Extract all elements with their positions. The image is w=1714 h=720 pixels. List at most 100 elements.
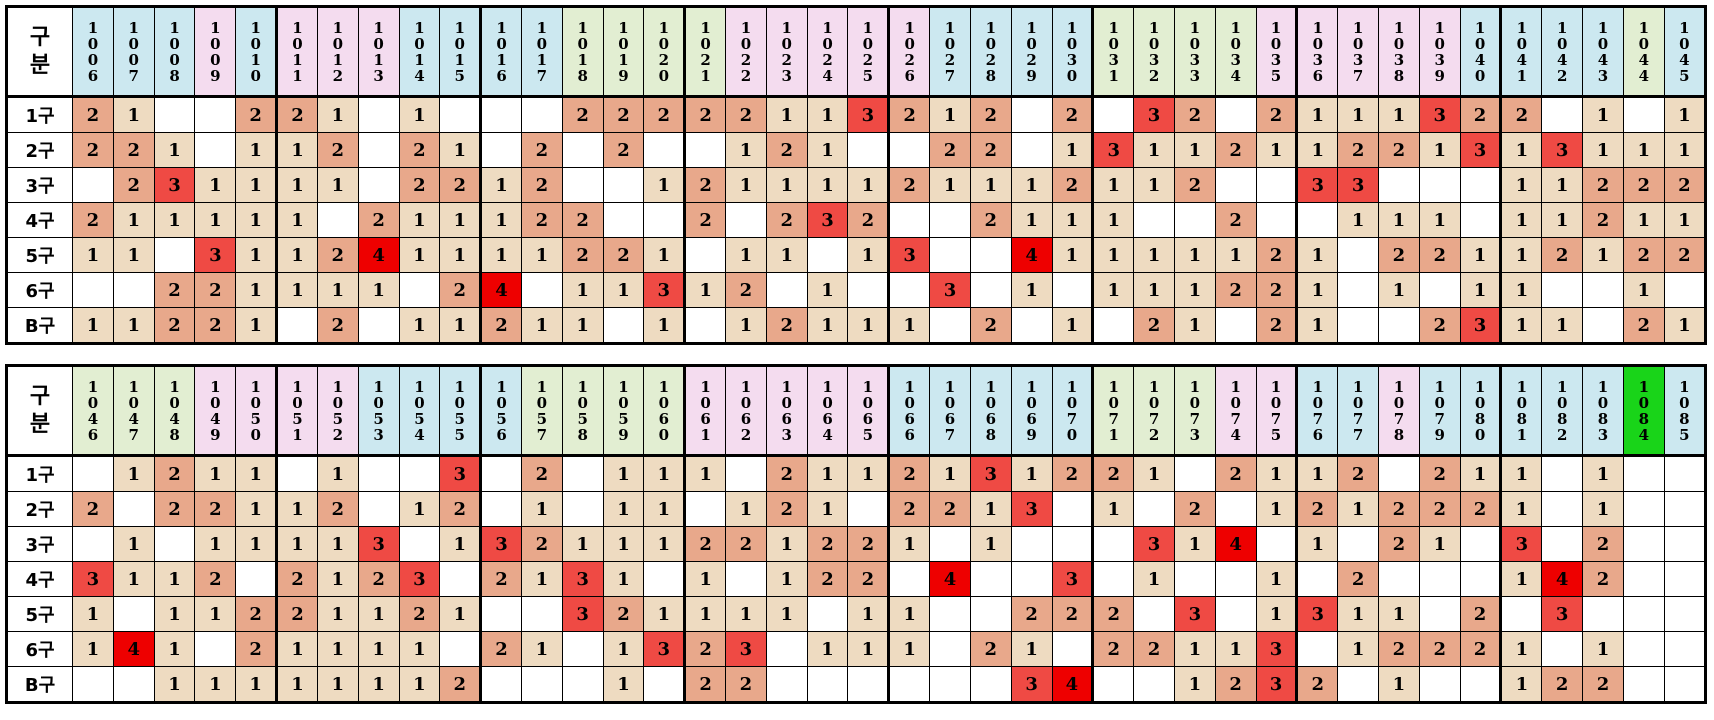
- count-cell: 1: [357, 596, 400, 632]
- count-cell: 1: [1418, 202, 1461, 238]
- count-cell: 1: [1255, 561, 1299, 597]
- count-cell: [276, 307, 318, 344]
- count-cell: 1: [72, 631, 114, 667]
- count-cell: [1010, 307, 1053, 344]
- count-cell: 3: [1010, 491, 1053, 527]
- count-cell: [520, 272, 563, 308]
- count-cell: 1: [1541, 202, 1584, 238]
- count-cell: 2: [1214, 202, 1257, 238]
- count-cell: 1: [1296, 526, 1339, 562]
- count-cell: 1: [1051, 202, 1095, 238]
- count-cell: [602, 202, 645, 238]
- count-cell: 2: [1092, 455, 1135, 492]
- count-cell: 1: [1255, 596, 1299, 632]
- count-cell: [1622, 596, 1665, 632]
- count-cell: 1: [765, 561, 808, 597]
- count-cell: 1: [1622, 272, 1665, 308]
- count-cell: [765, 272, 808, 308]
- count-cell: [1010, 96, 1053, 133]
